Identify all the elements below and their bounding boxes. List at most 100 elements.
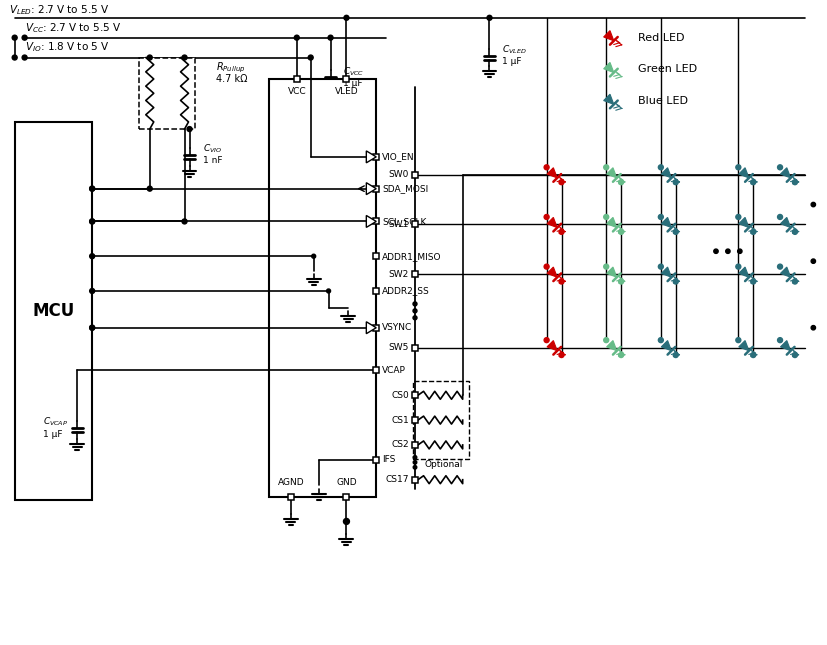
Circle shape <box>791 279 796 284</box>
Bar <box>413 381 468 459</box>
Circle shape <box>558 230 563 234</box>
Circle shape <box>89 325 94 330</box>
Circle shape <box>750 180 755 184</box>
Text: 1 nF: 1 nF <box>203 156 222 165</box>
Bar <box>343 493 349 500</box>
Polygon shape <box>606 168 616 178</box>
Circle shape <box>89 325 94 330</box>
Text: VSYNC: VSYNC <box>382 323 412 332</box>
Bar <box>373 154 379 160</box>
Text: SCL_SCLK: SCL_SCLK <box>382 217 426 226</box>
Bar <box>373 324 379 331</box>
Bar <box>373 253 379 259</box>
Text: $V_{CC}$: 2.7 V to 5.5 V: $V_{CC}$: 2.7 V to 5.5 V <box>25 21 121 35</box>
Text: $C_{VLED}$: $C_{VLED}$ <box>502 43 527 56</box>
Text: ADDR2_SS: ADDR2_SS <box>382 286 429 295</box>
Circle shape <box>311 254 315 258</box>
Polygon shape <box>738 267 748 277</box>
Circle shape <box>603 264 608 269</box>
Circle shape <box>750 279 755 284</box>
Circle shape <box>657 215 662 219</box>
Circle shape <box>413 302 417 306</box>
Text: CS1: CS1 <box>391 415 409 424</box>
Polygon shape <box>606 267 616 277</box>
Circle shape <box>543 338 548 342</box>
Circle shape <box>672 230 677 234</box>
Circle shape <box>810 259 815 263</box>
Polygon shape <box>780 341 790 351</box>
Polygon shape <box>661 267 671 277</box>
Bar <box>343 76 349 83</box>
Circle shape <box>89 186 94 191</box>
Polygon shape <box>661 341 671 351</box>
Bar <box>412 344 418 351</box>
Text: SW5: SW5 <box>388 343 409 352</box>
Circle shape <box>343 15 348 20</box>
Circle shape <box>543 165 548 170</box>
Text: SW2: SW2 <box>389 270 409 279</box>
Text: VIO_EN: VIO_EN <box>382 152 414 161</box>
Circle shape <box>657 165 662 170</box>
Text: Optional: Optional <box>424 461 462 470</box>
Circle shape <box>791 180 796 184</box>
Circle shape <box>187 126 192 132</box>
Text: $V_{LED}$: 2.7 V to 5.5 V: $V_{LED}$: 2.7 V to 5.5 V <box>9 3 109 17</box>
Circle shape <box>22 55 27 60</box>
Circle shape <box>147 186 152 191</box>
Text: ADDR1_MISO: ADDR1_MISO <box>382 252 441 261</box>
Text: CS2: CS2 <box>391 441 409 450</box>
Circle shape <box>89 288 94 293</box>
Polygon shape <box>603 63 613 73</box>
Bar <box>412 417 418 423</box>
Circle shape <box>89 253 94 259</box>
Circle shape <box>618 230 623 234</box>
Circle shape <box>89 219 94 224</box>
Bar <box>269 79 375 497</box>
Text: VCAP: VCAP <box>382 366 405 375</box>
Circle shape <box>603 215 608 219</box>
Polygon shape <box>738 168 748 178</box>
Text: GND: GND <box>336 478 356 487</box>
Text: 1 μF: 1 μF <box>502 57 521 66</box>
Circle shape <box>657 264 662 269</box>
Bar <box>412 221 418 228</box>
Polygon shape <box>606 217 616 228</box>
Circle shape <box>327 35 332 40</box>
Polygon shape <box>661 168 671 178</box>
Text: Green LED: Green LED <box>638 64 697 74</box>
Text: VCC: VCC <box>287 87 306 96</box>
Circle shape <box>735 215 740 219</box>
Polygon shape <box>547 168 557 178</box>
Circle shape <box>343 519 349 524</box>
Polygon shape <box>661 217 671 228</box>
Text: SW1: SW1 <box>388 220 409 229</box>
Circle shape <box>413 309 417 313</box>
Polygon shape <box>603 31 613 41</box>
Circle shape <box>12 35 17 40</box>
Polygon shape <box>366 183 375 195</box>
Bar <box>412 477 418 482</box>
Circle shape <box>791 353 796 357</box>
Circle shape <box>618 279 623 284</box>
Bar <box>15 122 92 500</box>
Text: CS17: CS17 <box>385 475 409 484</box>
Circle shape <box>672 279 677 284</box>
Text: IFS: IFS <box>382 455 395 464</box>
Circle shape <box>810 326 815 330</box>
Circle shape <box>413 316 417 320</box>
Circle shape <box>750 353 755 357</box>
Text: $C_{VCAP}$: $C_{VCAP}$ <box>44 416 69 428</box>
Circle shape <box>713 249 717 253</box>
Circle shape <box>603 338 608 342</box>
Text: Red LED: Red LED <box>638 33 684 43</box>
Circle shape <box>413 461 416 464</box>
Circle shape <box>735 165 740 170</box>
Polygon shape <box>738 341 748 351</box>
Circle shape <box>308 55 313 60</box>
Bar <box>412 172 418 178</box>
Bar <box>412 442 418 448</box>
Polygon shape <box>738 217 748 228</box>
Circle shape <box>12 55 17 60</box>
Circle shape <box>147 55 152 60</box>
Text: 4.7 kΩ: 4.7 kΩ <box>216 74 247 84</box>
